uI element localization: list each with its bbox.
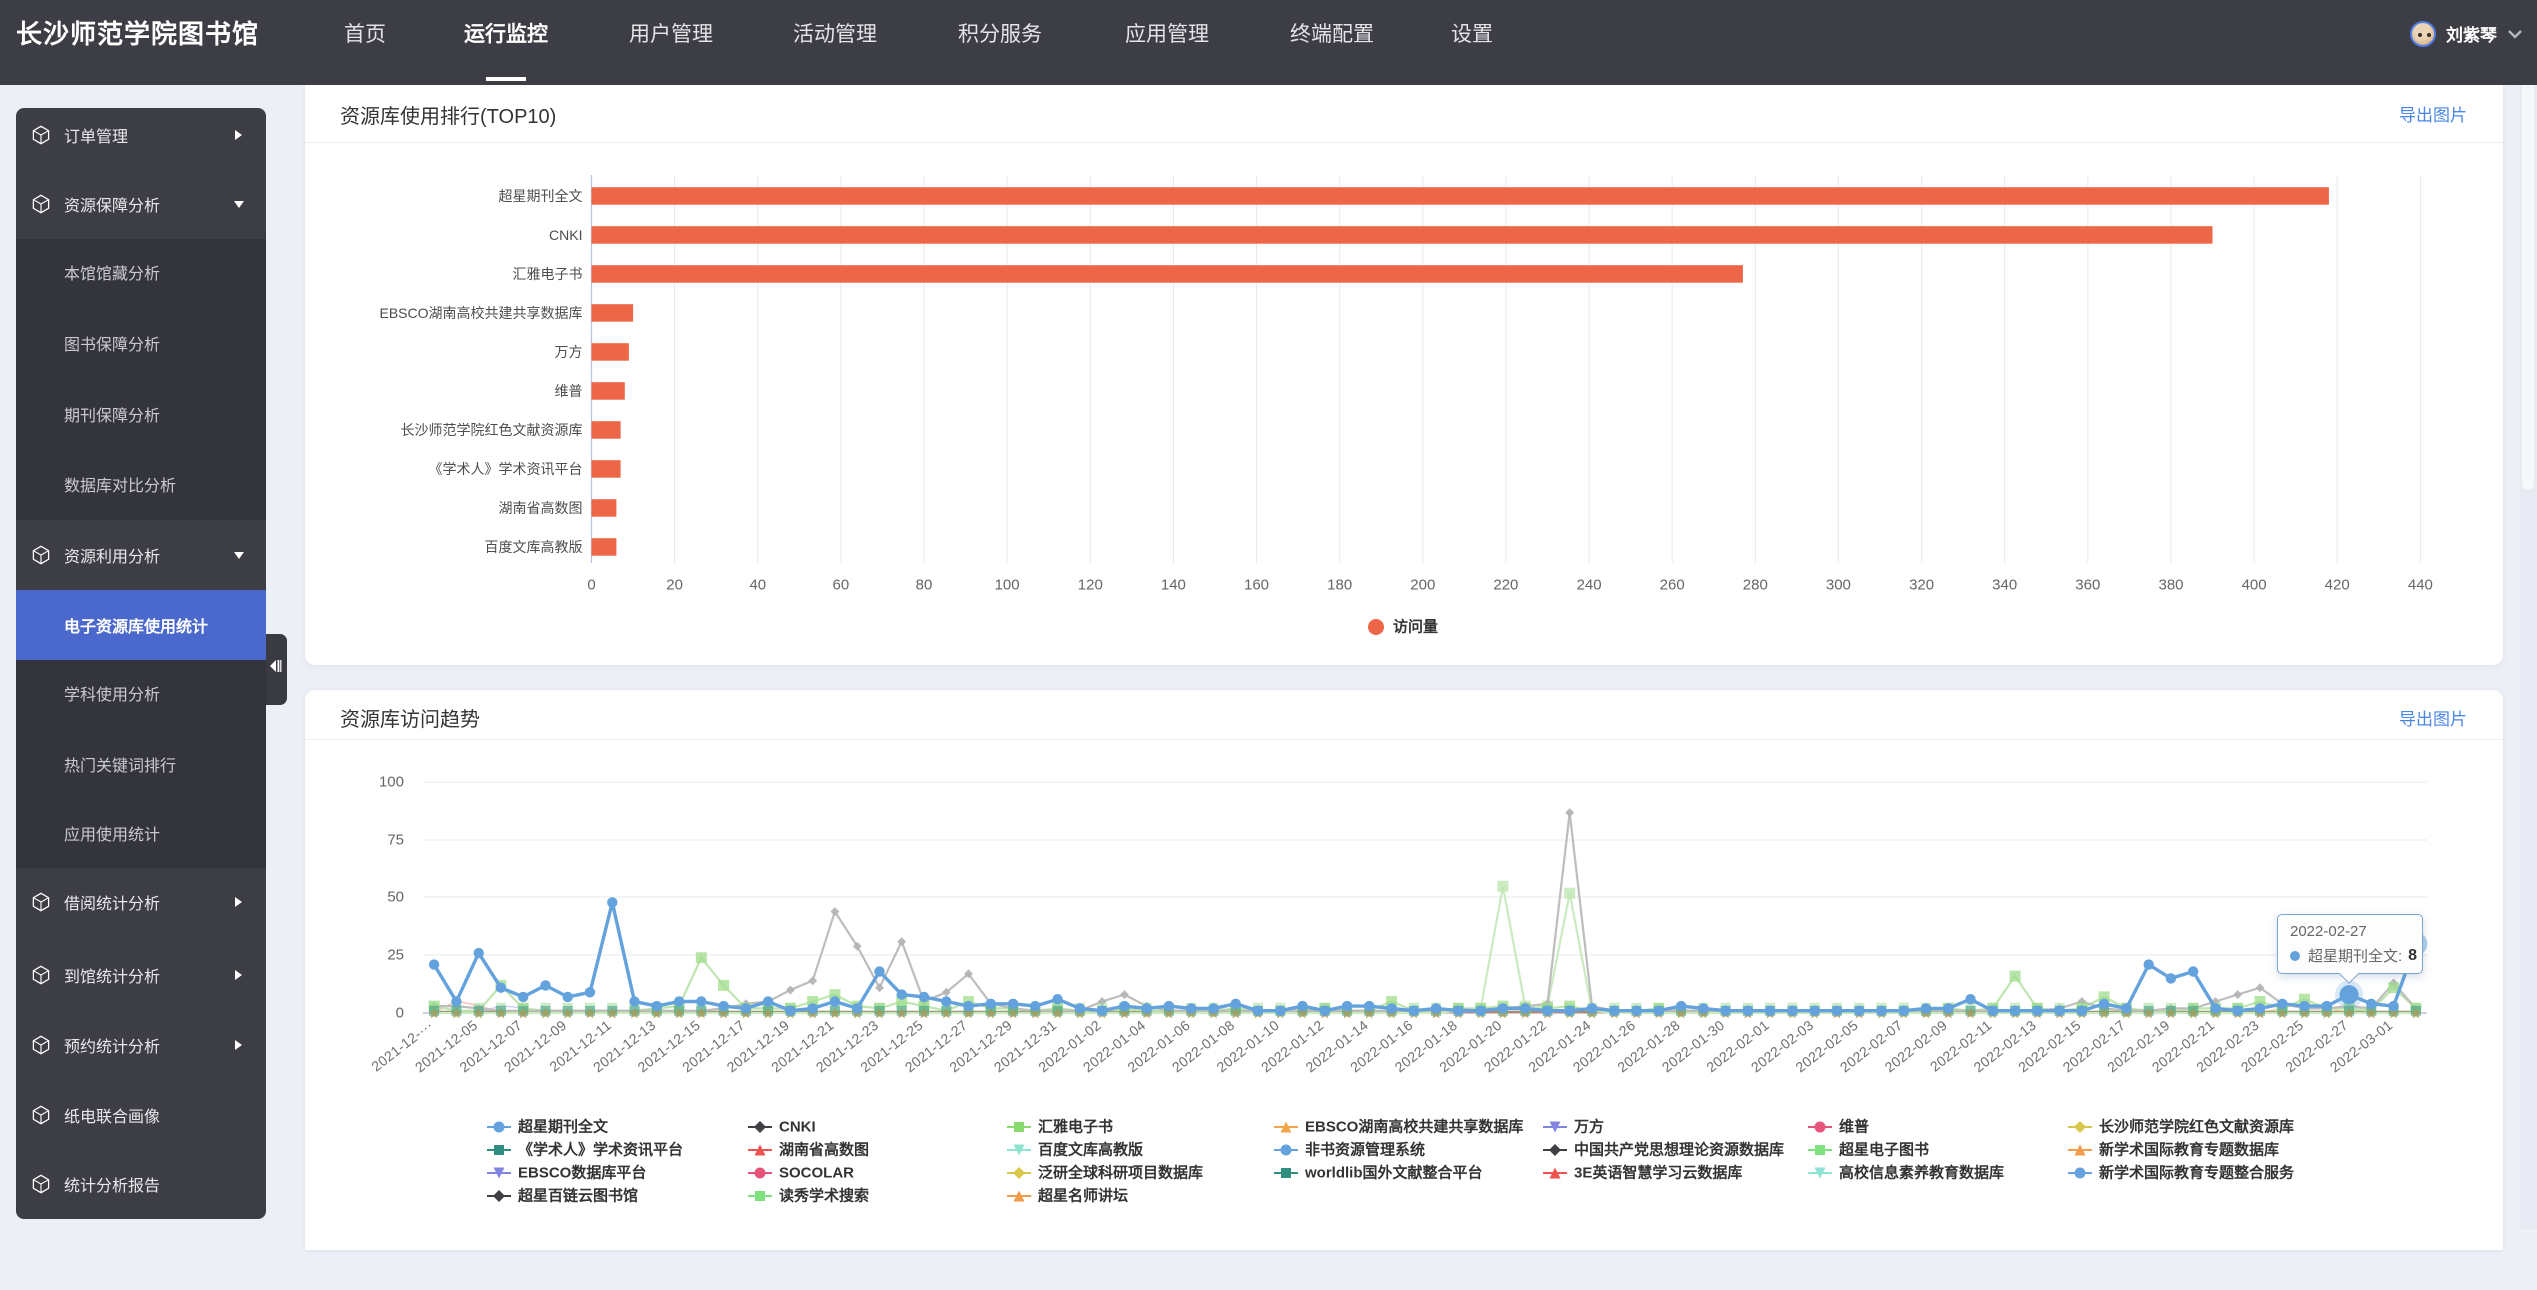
svg-text:80: 80 <box>916 577 933 594</box>
svg-text:0: 0 <box>587 577 595 594</box>
svg-text:380: 380 <box>2158 577 2183 594</box>
svg-text:worldlib国外文献整合平台: worldlib国外文献整合平台 <box>1304 1164 1483 1182</box>
svg-text:340: 340 <box>1992 577 2017 594</box>
svg-text:200: 200 <box>1410 577 1435 594</box>
svg-text:140: 140 <box>1161 577 1186 594</box>
svg-text:50: 50 <box>387 889 404 906</box>
svg-text:400: 400 <box>2242 577 2267 594</box>
svg-text:超星电子图书: 超星电子图书 <box>1838 1141 1929 1159</box>
svg-text:长沙师范学院红色文献资源库: 长沙师范学院红色文献资源库 <box>401 422 583 438</box>
svg-text:中国共产党思想理论资源数据库: 中国共产党思想理论资源数据库 <box>1574 1141 1784 1159</box>
svg-text:超星名师讲坛: 超星名师讲坛 <box>1037 1187 1128 1205</box>
svg-text:《学术人》学术资讯平台: 《学术人》学术资讯平台 <box>429 461 583 477</box>
svg-text:维普: 维普 <box>1839 1118 1869 1136</box>
svg-text:长沙师范学院红色文献资源库: 长沙师范学院红色文献资源库 <box>2099 1118 2294 1136</box>
svg-text:非书资源管理系统: 非书资源管理系统 <box>1305 1141 1425 1159</box>
svg-text:440: 440 <box>2408 577 2433 594</box>
svg-text:百度文库高教版: 百度文库高教版 <box>1038 1141 1143 1159</box>
svg-text:新学术国际教育专题数据库: 新学术国际教育专题数据库 <box>2099 1141 2279 1159</box>
svg-text:高校信息素养教育数据库: 高校信息素养教育数据库 <box>1839 1164 2004 1182</box>
svg-text:320: 320 <box>1909 577 1934 594</box>
svg-text:泛研全球科研项目数据库: 泛研全球科研项目数据库 <box>1038 1164 1203 1182</box>
svg-text:40: 40 <box>749 577 766 594</box>
svg-text:湖南省高数图: 湖南省高数图 <box>499 500 583 516</box>
svg-text:260: 260 <box>1660 577 1685 594</box>
svg-text:超星期刊全文: 超星期刊全文 <box>517 1118 609 1136</box>
svg-text:25: 25 <box>387 947 404 964</box>
svg-text:《学术人》学术资讯平台: 《学术人》学术资讯平台 <box>518 1141 683 1159</box>
svg-text:3E英语智慧学习云数据库: 3E英语智慧学习云数据库 <box>1574 1164 1742 1182</box>
svg-text:20: 20 <box>666 577 683 594</box>
svg-text:180: 180 <box>1327 577 1352 594</box>
svg-text:CNKI: CNKI <box>779 1119 816 1136</box>
svg-text:万方: 万方 <box>1573 1118 1604 1136</box>
svg-text:维普: 维普 <box>555 383 583 399</box>
svg-text:新学术国际教育专题整合服务: 新学术国际教育专题整合服务 <box>2099 1164 2295 1182</box>
svg-text:百度文库高教版: 百度文库高教版 <box>485 539 583 555</box>
svg-text:220: 220 <box>1493 577 1518 594</box>
svg-text:汇雅电子书: 汇雅电子书 <box>1038 1118 1113 1136</box>
svg-text:120: 120 <box>1078 577 1103 594</box>
svg-text:240: 240 <box>1577 577 1602 594</box>
svg-text:360: 360 <box>2075 577 2100 594</box>
svg-text:160: 160 <box>1244 577 1269 594</box>
svg-text:280: 280 <box>1743 577 1768 594</box>
svg-text:访问量: 访问量 <box>1393 618 1438 636</box>
svg-text:万方: 万方 <box>555 344 583 360</box>
svg-text:0: 0 <box>396 1005 404 1022</box>
svg-text:60: 60 <box>833 577 850 594</box>
svg-text:SOCOLAR: SOCOLAR <box>779 1165 854 1182</box>
svg-text:420: 420 <box>2325 577 2350 594</box>
svg-text:100: 100 <box>995 577 1020 594</box>
svg-text:EBSCO数据库平台: EBSCO数据库平台 <box>518 1164 646 1182</box>
svg-text:100: 100 <box>379 774 404 791</box>
svg-text:CNKI: CNKI <box>549 227 582 243</box>
svg-text:EBSCO湖南高校共建共享数据库: EBSCO湖南高校共建共享数据库 <box>1305 1118 1523 1136</box>
svg-text:超星期刊全文: 超星期刊全文 <box>499 188 583 204</box>
svg-text:75: 75 <box>387 832 404 849</box>
svg-text:读秀学术搜索: 读秀学术搜索 <box>779 1187 869 1205</box>
svg-text:汇雅电子书: 汇雅电子书 <box>513 266 583 282</box>
svg-text:湖南省高数图: 湖南省高数图 <box>779 1141 869 1159</box>
svg-text:EBSCO湖南高校共建共享数据库: EBSCO湖南高校共建共享数据库 <box>379 305 582 321</box>
svg-text:超星百链云图书馆: 超星百链云图书馆 <box>517 1187 638 1205</box>
svg-text:300: 300 <box>1826 577 1851 594</box>
